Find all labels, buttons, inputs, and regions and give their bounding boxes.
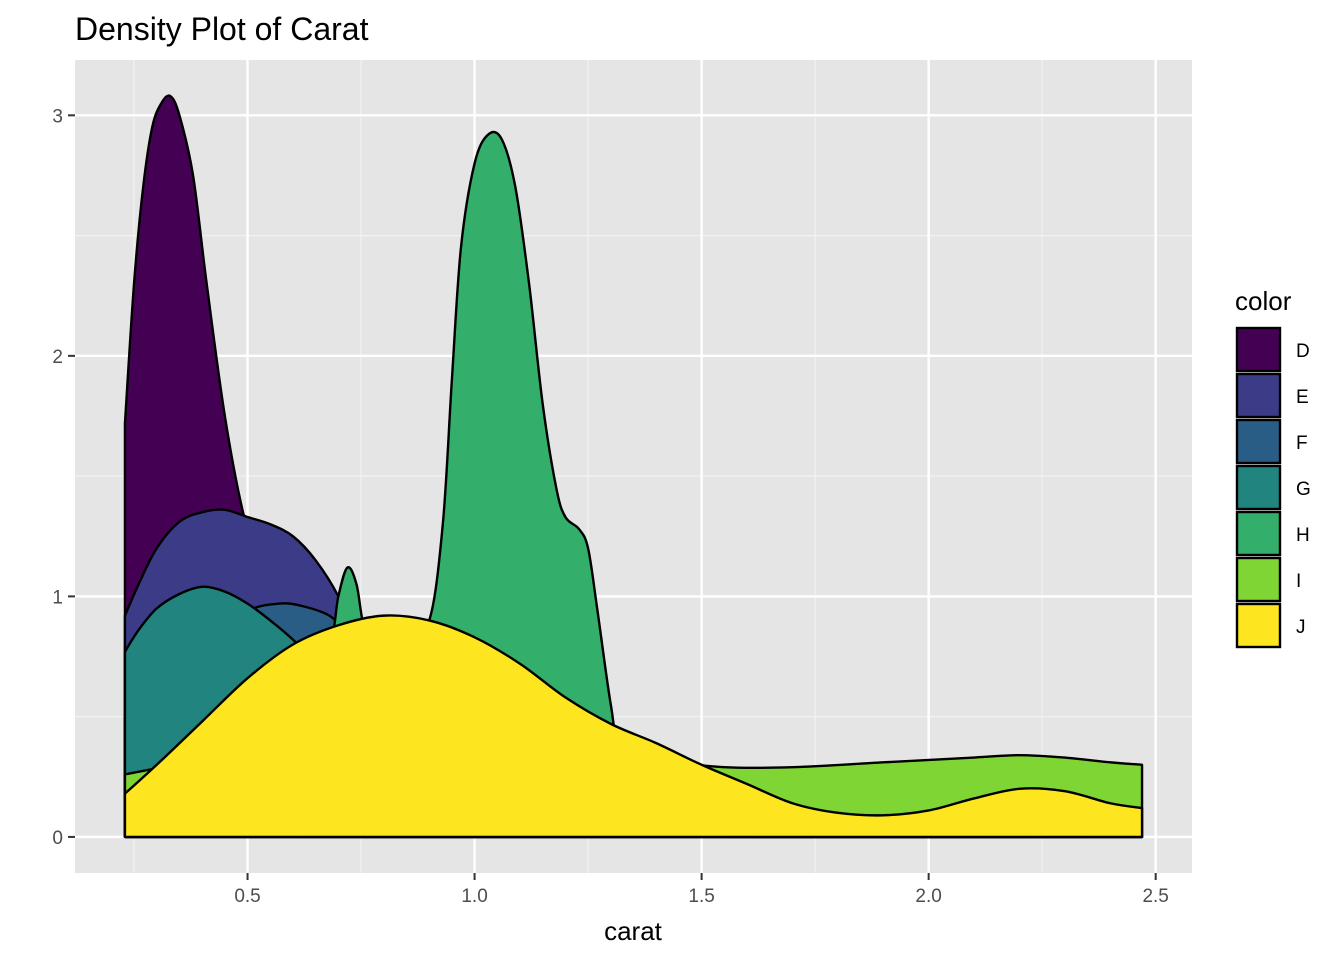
y-axis: 0 1 2 3	[52, 106, 75, 849]
y-tick-label: 0	[52, 828, 63, 849]
density-areas	[123, 94, 1144, 839]
legend-key-g	[1235, 464, 1282, 511]
legend-label-i: I	[1296, 571, 1301, 592]
x-tick-label: 1.5	[688, 886, 714, 907]
legend-label-g: G	[1296, 479, 1311, 500]
x-tick-label: 2.0	[915, 886, 941, 907]
legend: color D E F G H I J	[1235, 286, 1311, 649]
x-tick-label: 2.5	[1142, 886, 1168, 907]
y-tick-label: 1	[52, 587, 63, 608]
legend-key-i	[1235, 556, 1282, 603]
chart-title: Density Plot of Carat	[75, 11, 369, 47]
legend-key-f	[1235, 418, 1282, 465]
y-tick-label: 2	[52, 347, 63, 368]
legend-key-d	[1235, 326, 1282, 373]
x-tick-label: 1.0	[461, 886, 487, 907]
legend-label-d: D	[1296, 341, 1310, 362]
legend-label-h: H	[1296, 525, 1310, 546]
y-tick-label: 3	[52, 106, 63, 127]
x-axis: 0.5 1.0 1.5 2.0 2.5	[234, 873, 1169, 907]
legend-label-f: F	[1296, 433, 1308, 454]
legend-key-e	[1235, 372, 1282, 419]
minor-gridlines	[75, 60, 1192, 873]
x-tick-label: 0.5	[234, 886, 260, 907]
legend-key-h	[1235, 510, 1282, 557]
legend-label-e: E	[1296, 387, 1309, 408]
legend-key-j	[1235, 602, 1282, 649]
density-area-j	[123, 614, 1144, 839]
x-axis-title: carat	[604, 916, 663, 946]
legend-label-j: J	[1296, 617, 1306, 638]
legend-title: color	[1235, 286, 1292, 316]
